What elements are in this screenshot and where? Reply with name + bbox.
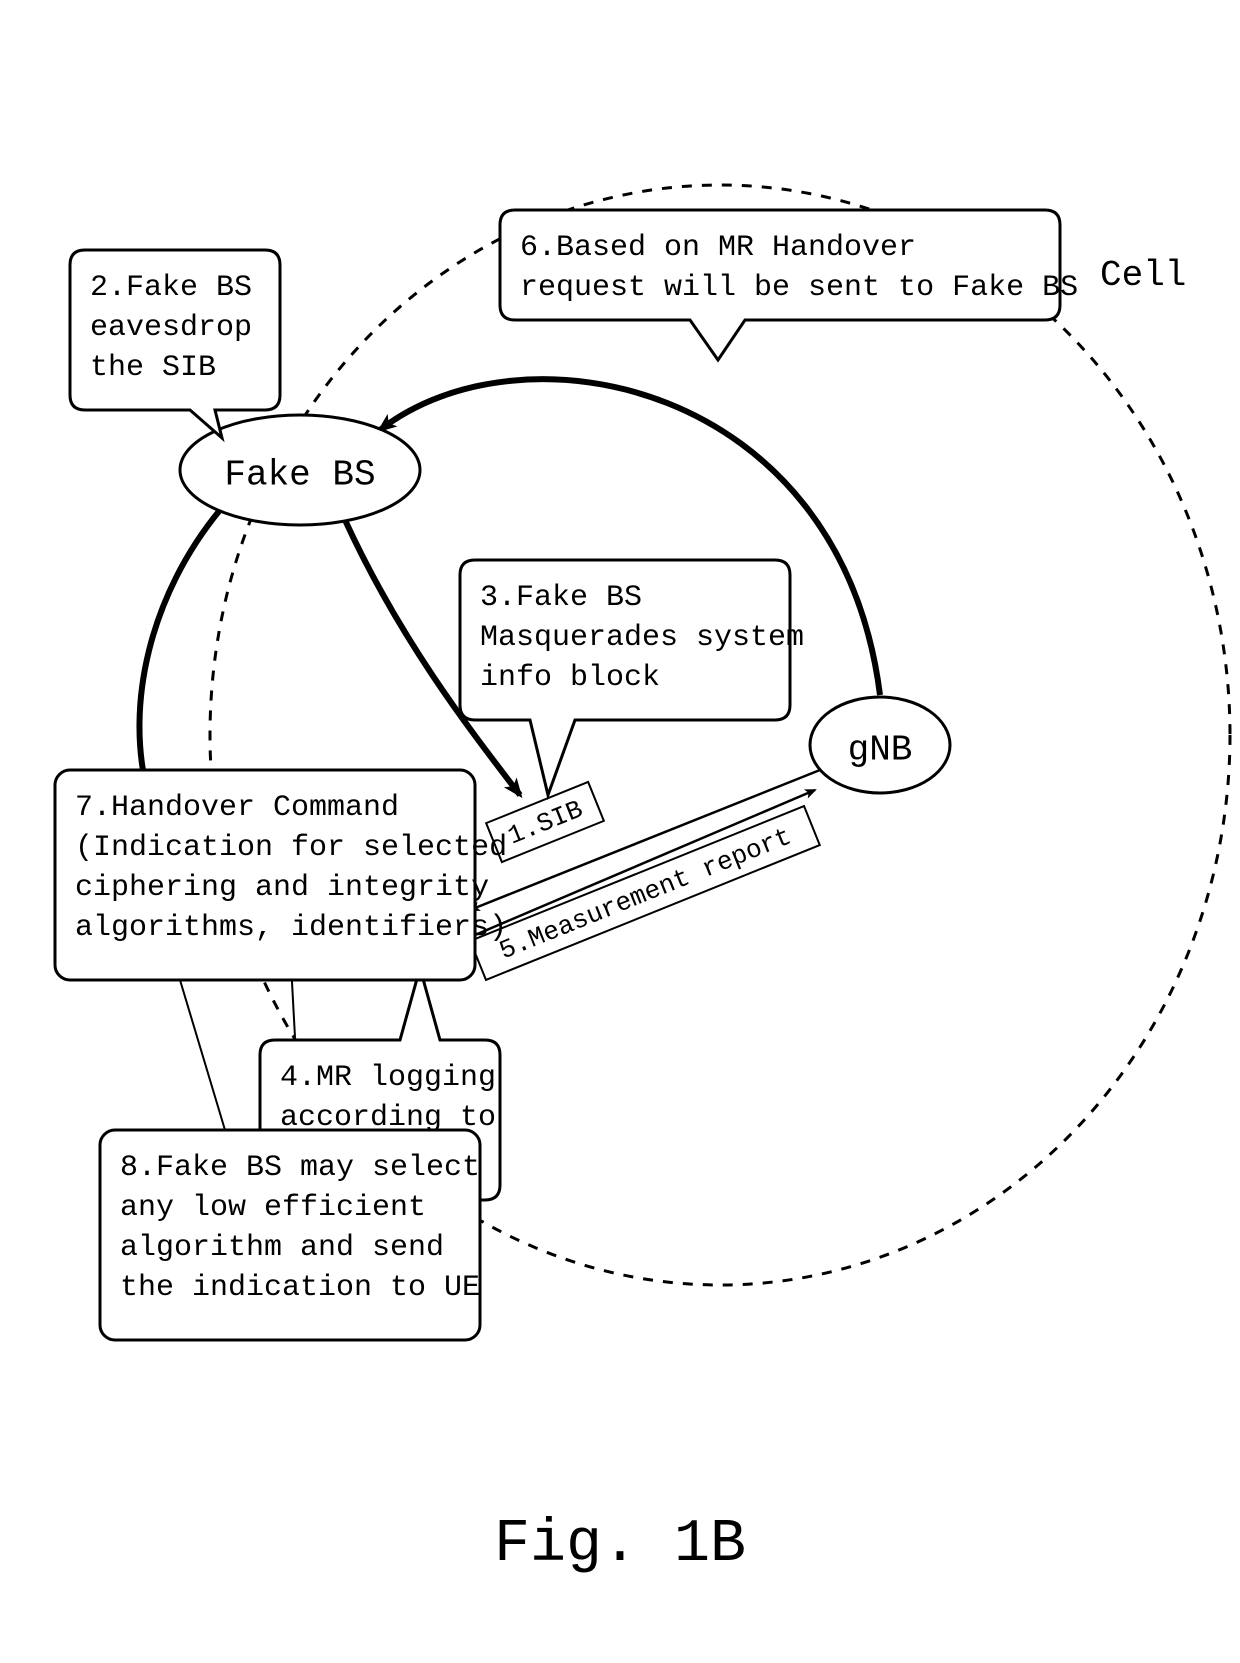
cell-label: Cell	[1100, 255, 1186, 296]
fake-bs-label: Fake BS	[224, 455, 375, 496]
c8-l2: algorithm and send	[120, 1231, 444, 1265]
c3-l1: Masquerades system	[480, 621, 804, 655]
c8-l0: 8.Fake BS may select	[120, 1151, 480, 1185]
callout-3: 3.Fake BS Masquerades system info block	[460, 560, 804, 795]
diagram-root: Cell 1.SIB 5.Measurement report Fake BS …	[0, 0, 1240, 1663]
c2-l2: the SIB	[90, 351, 216, 385]
callout-2: 2.Fake BS eavesdrop the SIB	[70, 250, 280, 438]
c7-l0: 7.Handover Command	[75, 791, 399, 825]
c3-l2: info block	[480, 661, 660, 695]
c3-l0: 3.Fake BS	[480, 581, 642, 615]
c8-l1: any low efficient	[120, 1191, 426, 1225]
c7-l1: (Indication for selected	[75, 831, 507, 865]
figure-label: Fig. 1B	[494, 1511, 746, 1579]
c2-l0: 2.Fake BS	[90, 271, 252, 305]
callout-8: 8.Fake BS may select any low efficient a…	[100, 1130, 480, 1340]
callout-6: 6.Based on MR Handover request will be s…	[500, 210, 1078, 360]
c4-l0: 4.MR logging	[280, 1061, 496, 1095]
c2-l1: eavesdrop	[90, 311, 252, 345]
c6-l0: 6.Based on MR Handover	[520, 231, 916, 265]
node-gnb: gNB	[810, 697, 950, 793]
gnb-label: gNB	[848, 730, 913, 771]
c7-l3: algorithms, identifiers)	[75, 911, 507, 945]
c7-l2: ciphering and integrity	[75, 871, 489, 905]
c6-l1: request will be sent to Fake BS	[520, 271, 1078, 305]
c8-l3: the indication to UE	[120, 1271, 480, 1305]
callout-7: 7.Handover Command (Indication for selec…	[55, 770, 507, 980]
